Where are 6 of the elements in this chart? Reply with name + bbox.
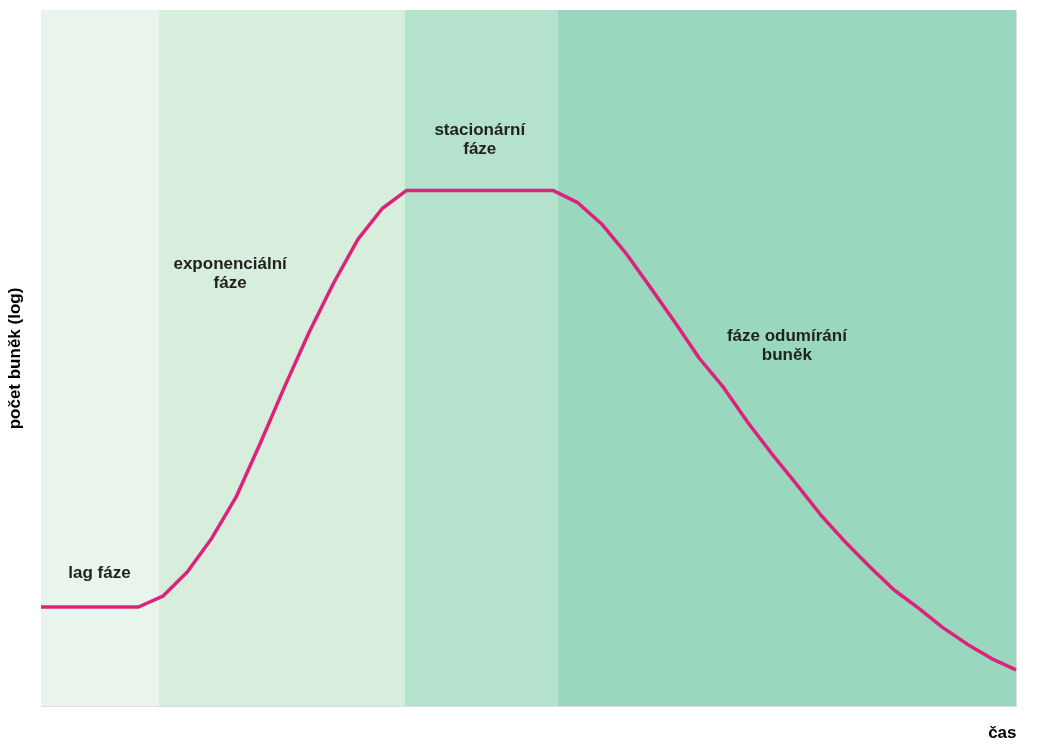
text: stacionární fáze [434, 119, 527, 158]
annotation: exponenciální fáze [173, 253, 289, 292]
annotation: fáze odumírání buněk [726, 326, 849, 365]
y-axis-title: počet buněk (log) [4, 287, 24, 430]
x-axis-title: čas [988, 722, 1017, 742]
annotation: lag fáze [68, 563, 131, 583]
